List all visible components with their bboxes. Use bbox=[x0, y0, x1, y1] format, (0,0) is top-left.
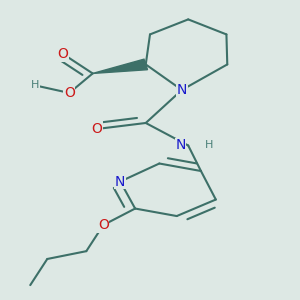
Text: N: N bbox=[177, 83, 187, 97]
Text: O: O bbox=[58, 47, 68, 61]
Text: O: O bbox=[64, 86, 75, 100]
Text: H: H bbox=[31, 80, 40, 91]
Polygon shape bbox=[93, 59, 148, 74]
Text: O: O bbox=[92, 122, 102, 136]
Text: O: O bbox=[98, 218, 109, 232]
Text: N: N bbox=[176, 139, 186, 152]
Text: H: H bbox=[204, 140, 213, 151]
Text: N: N bbox=[115, 175, 125, 188]
